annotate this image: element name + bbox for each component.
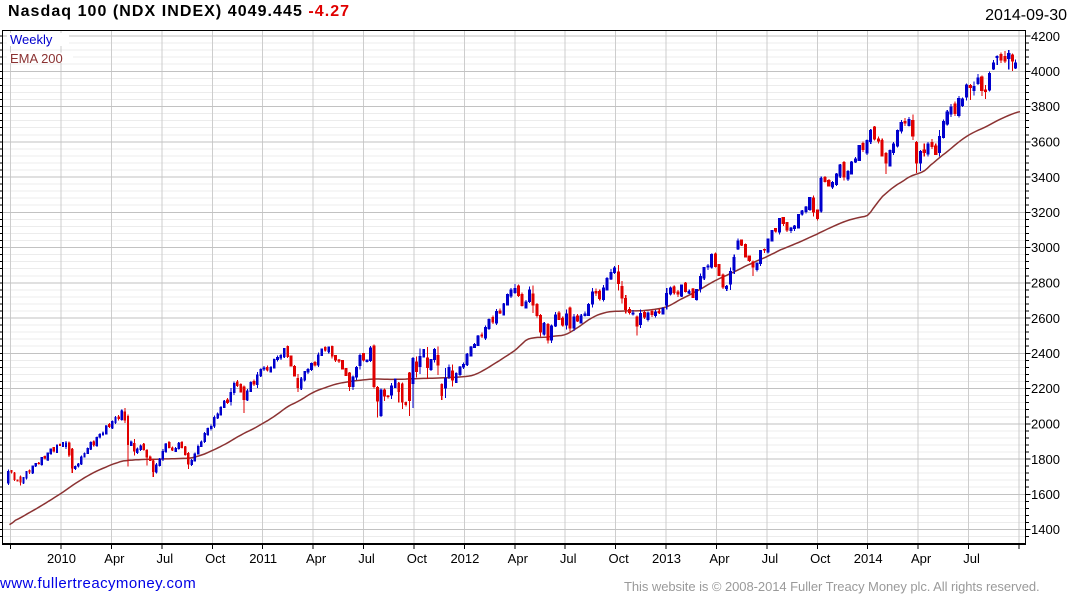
svg-text:4200: 4200	[1031, 29, 1060, 44]
svg-text:Weekly: Weekly	[10, 32, 53, 47]
svg-text:Apr: Apr	[104, 551, 125, 566]
svg-text:3800: 3800	[1031, 99, 1060, 114]
svg-text:3000: 3000	[1031, 240, 1060, 255]
svg-text:Oct: Oct	[608, 551, 629, 566]
svg-text:2010: 2010	[47, 551, 76, 566]
svg-text:3400: 3400	[1031, 170, 1060, 185]
svg-text:2200: 2200	[1031, 381, 1060, 396]
svg-text:Oct: Oct	[407, 551, 428, 566]
svg-text:Jul: Jul	[560, 551, 577, 566]
svg-text:2012: 2012	[450, 551, 479, 566]
svg-text:2000: 2000	[1031, 417, 1060, 432]
svg-text:2600: 2600	[1031, 311, 1060, 326]
svg-text:1800: 1800	[1031, 452, 1060, 467]
svg-text:1600: 1600	[1031, 487, 1060, 502]
svg-text:Jul: Jul	[762, 551, 779, 566]
svg-text:Jul: Jul	[963, 551, 980, 566]
svg-text:2400: 2400	[1031, 346, 1060, 361]
svg-text:EMA 200: EMA 200	[10, 51, 63, 66]
svg-text:Apr: Apr	[709, 551, 730, 566]
svg-text:4000: 4000	[1031, 64, 1060, 79]
svg-text:2800: 2800	[1031, 276, 1060, 291]
svg-text:Apr: Apr	[911, 551, 932, 566]
svg-text:1400: 1400	[1031, 522, 1060, 537]
svg-text:Apr: Apr	[306, 551, 327, 566]
svg-text:Oct: Oct	[205, 551, 226, 566]
svg-text:Jul: Jul	[156, 551, 173, 566]
svg-text:3600: 3600	[1031, 135, 1060, 150]
svg-text:2011: 2011	[249, 551, 277, 566]
svg-text:Apr: Apr	[508, 551, 529, 566]
svg-text:3200: 3200	[1031, 205, 1060, 220]
svg-text:2013: 2013	[652, 551, 681, 566]
svg-text:2014: 2014	[854, 551, 883, 566]
svg-text:Oct: Oct	[810, 551, 831, 566]
svg-text:Jul: Jul	[358, 551, 375, 566]
